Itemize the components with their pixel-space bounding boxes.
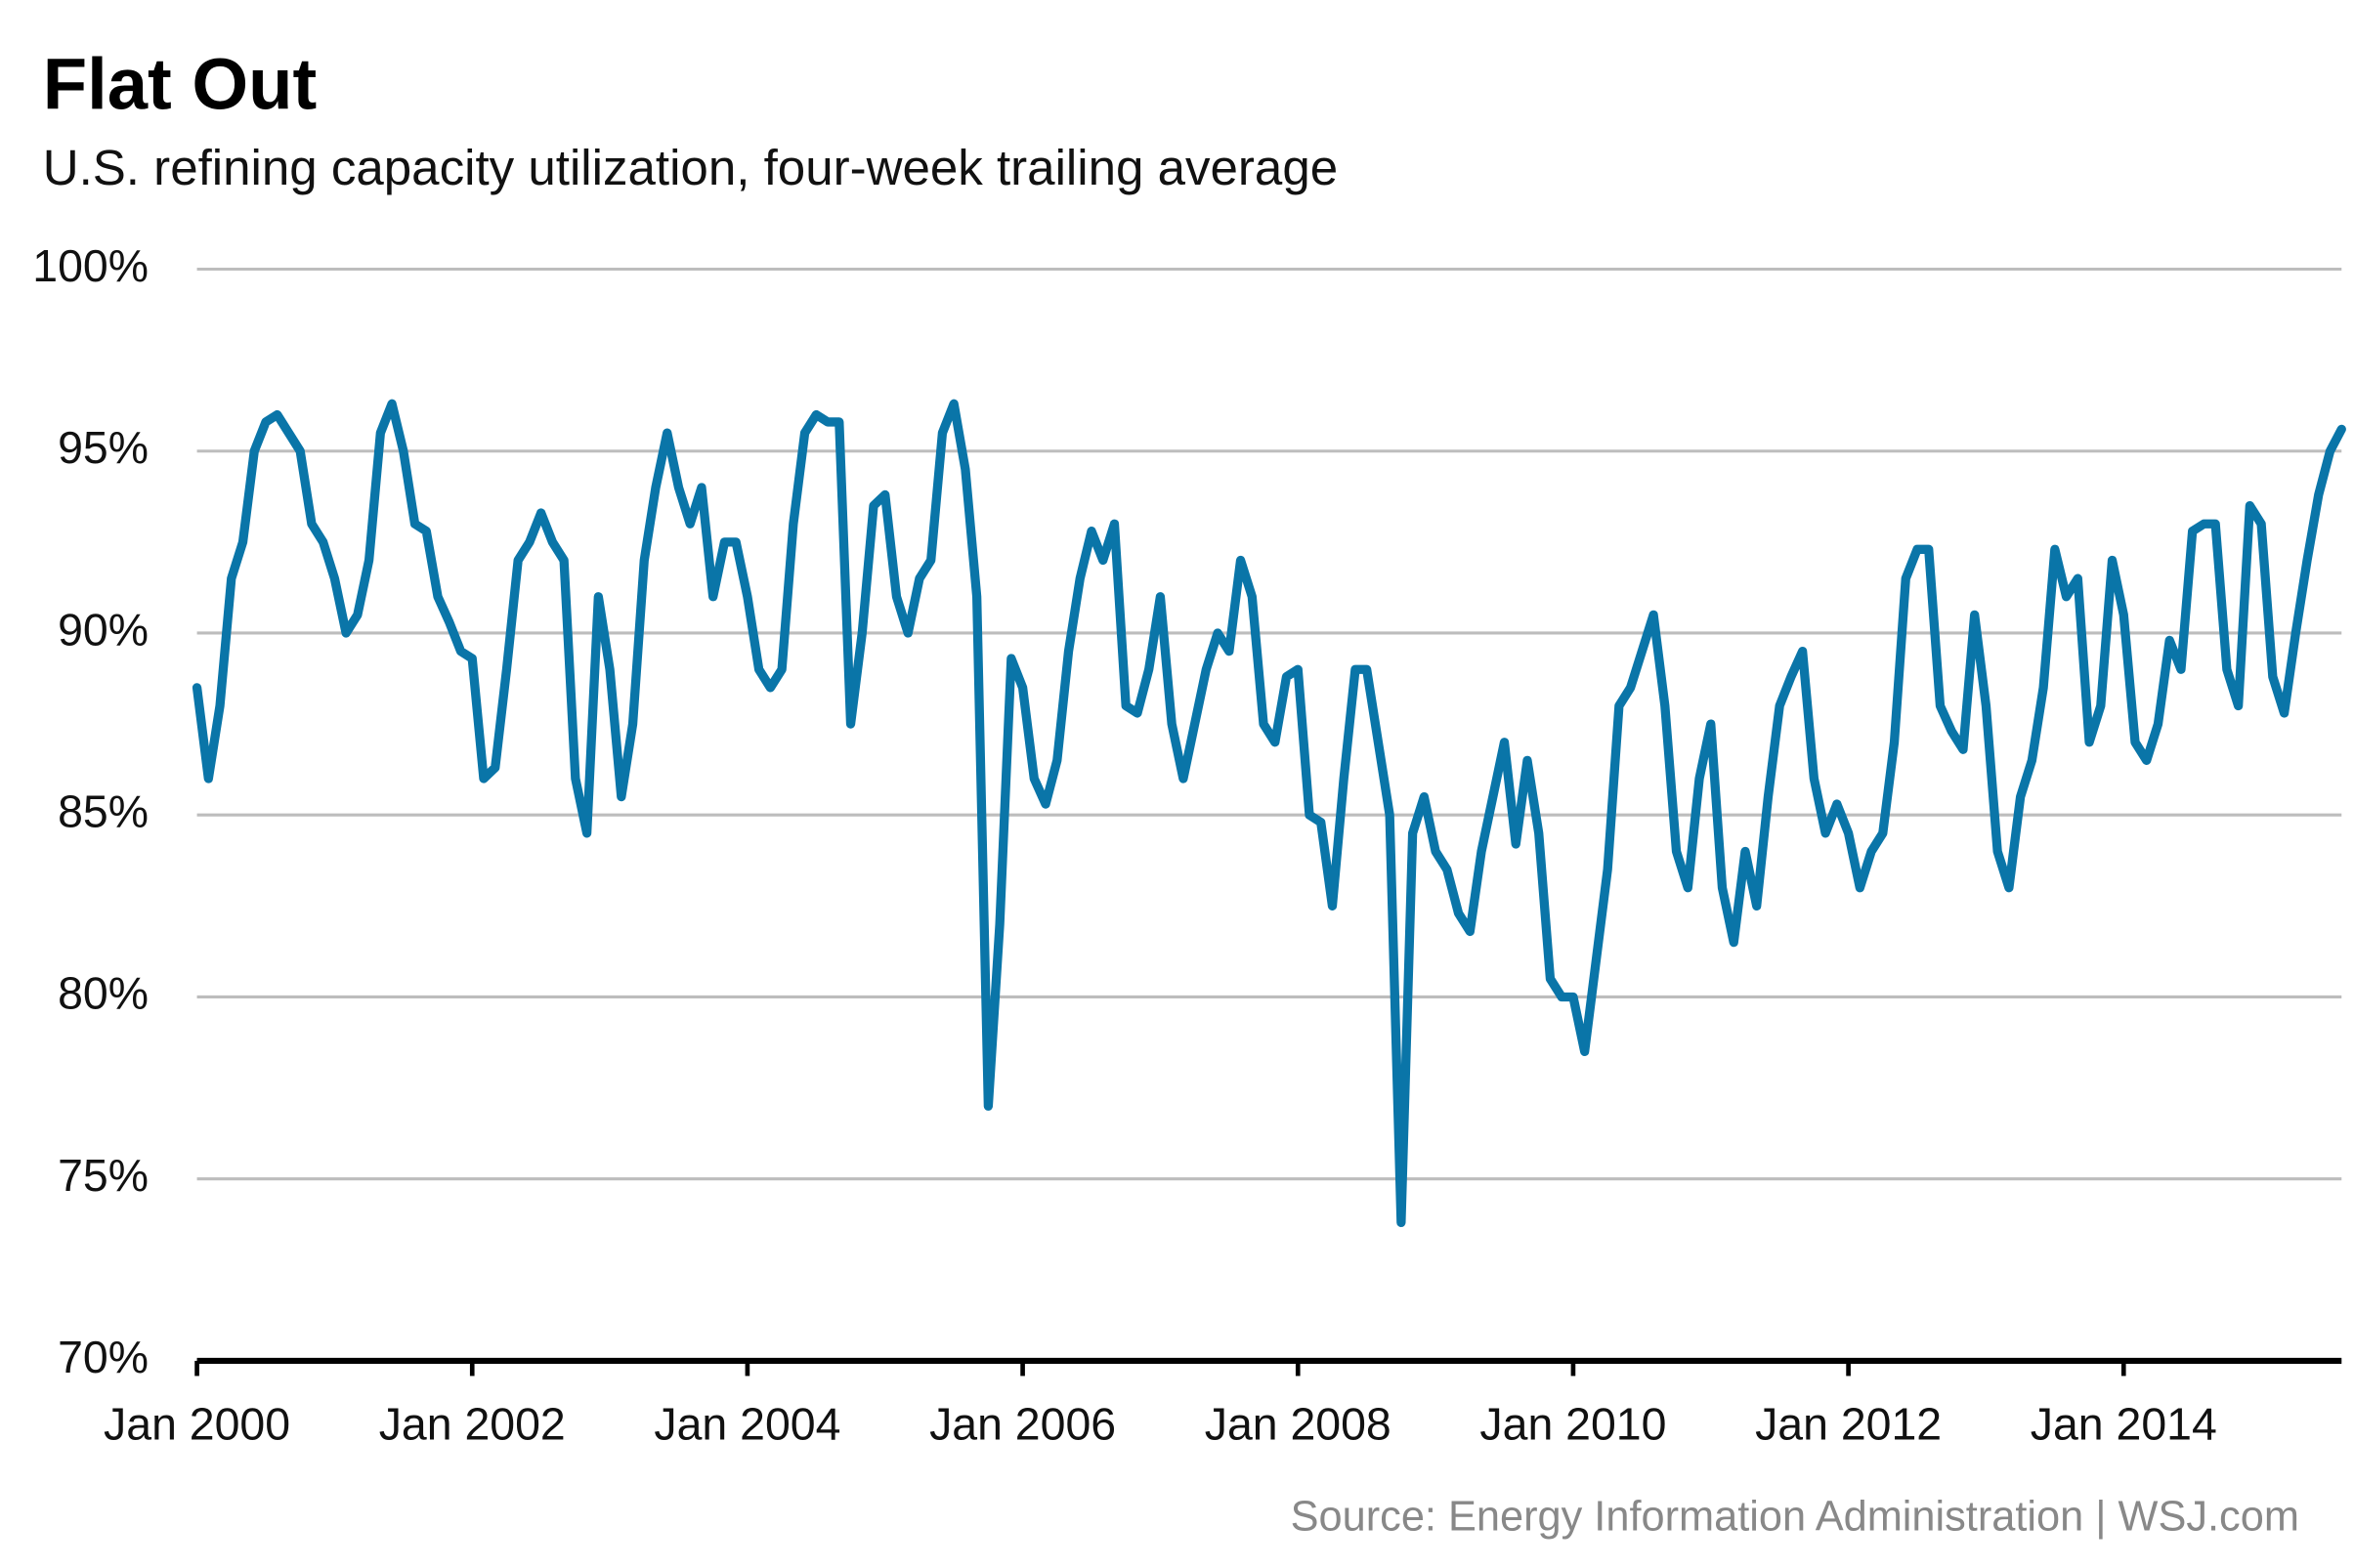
chart-title: Flat Out	[43, 43, 318, 124]
y-tick-label: 70%	[58, 1332, 149, 1382]
x-tick-label: Jan 2008	[1205, 1398, 1391, 1449]
x-tick-label: Jan 2010	[1479, 1398, 1666, 1449]
x-tick-label: Jan 2000	[104, 1398, 290, 1449]
y-tick-label: 80%	[58, 968, 149, 1019]
x-tick-label: Jan 2002	[379, 1398, 566, 1449]
plot	[192, 399, 2346, 1228]
data-line	[192, 399, 2346, 1228]
chart-subtitle: U.S. refining capacity utilization, four…	[43, 140, 1338, 195]
x-tick-label: Jan 2006	[929, 1398, 1116, 1449]
source-note: Source: Energy Information Administratio…	[1291, 1493, 2299, 1540]
x-tick-label: Jan 2004	[654, 1398, 840, 1449]
y-tick-label: 90%	[58, 604, 149, 655]
y-tick-label: 75%	[58, 1150, 149, 1201]
y-tick-label: 95%	[58, 422, 149, 473]
x-tick-label: Jan 2014	[2031, 1398, 2217, 1449]
y-tick-label: 100%	[32, 240, 149, 291]
y-tick-label: 85%	[58, 785, 149, 836]
x-tick-label: Jan 2012	[1755, 1398, 1942, 1449]
grid	[196, 267, 2342, 1363]
